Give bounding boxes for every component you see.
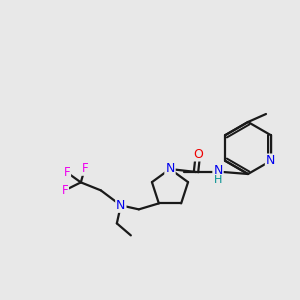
- Text: N: N: [165, 163, 175, 176]
- Text: N: N: [266, 154, 275, 167]
- Text: F: F: [61, 184, 68, 197]
- Text: N: N: [116, 199, 125, 212]
- Text: H: H: [214, 175, 222, 185]
- Text: O: O: [193, 148, 203, 160]
- Text: N: N: [213, 164, 223, 178]
- Text: F: F: [82, 162, 88, 175]
- Text: F: F: [64, 166, 70, 179]
